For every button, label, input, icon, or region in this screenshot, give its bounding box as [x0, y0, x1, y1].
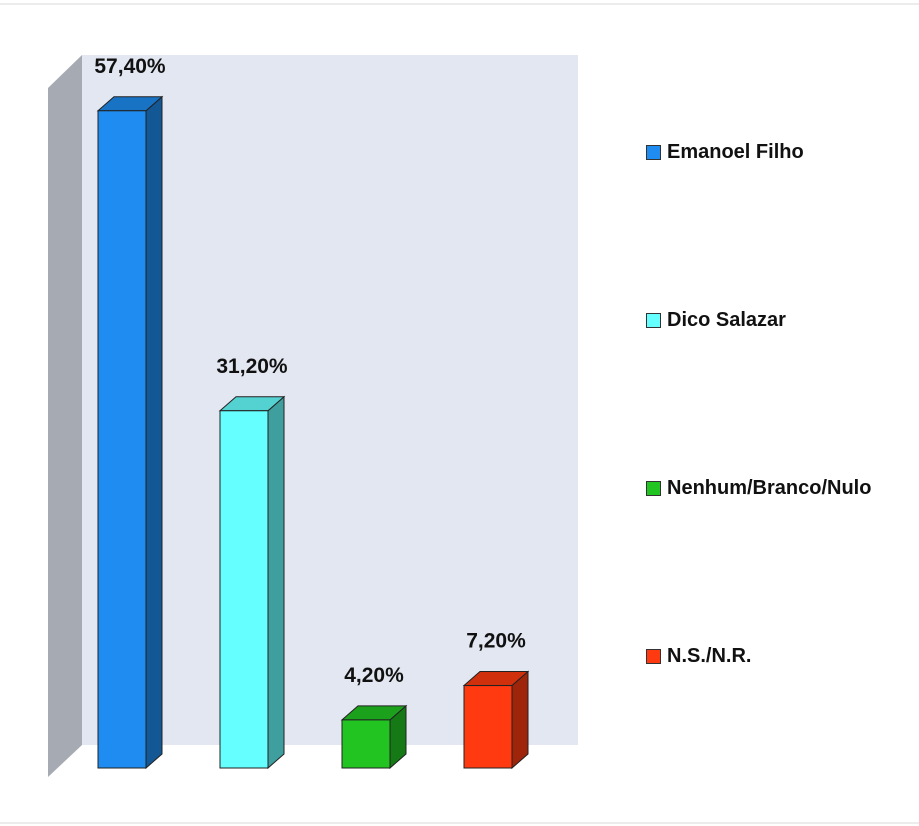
chart-side-wall: [48, 55, 82, 777]
legend-swatch: [646, 481, 661, 496]
top-divider: [0, 3, 919, 5]
bar-front: [97, 110, 147, 769]
chart-back-wall: [82, 55, 578, 745]
bar-front: [463, 685, 513, 769]
bars-group: 57,40% 31,20% 4,20% 7,20%: [94, 55, 530, 770]
plot-area: [48, 55, 578, 777]
legend-swatch: [646, 649, 661, 664]
bar-side: [145, 95, 163, 770]
legend-item-ns-nr: N.S./N.R.: [646, 644, 903, 668]
data-label: 7,20%: [466, 630, 526, 653]
legend-label: Emanoel Filho: [667, 141, 804, 163]
legend-swatch: [646, 313, 661, 328]
bar-side: [511, 670, 529, 770]
data-label: 57,40%: [94, 55, 166, 78]
bar-2: 31,20%: [216, 355, 288, 770]
bottom-divider: [0, 822, 919, 824]
legend-item-dico-salazar: Dico Salazar: [646, 308, 903, 332]
legend-label: N.S./N.R.: [667, 645, 752, 667]
bar-side: [267, 395, 285, 770]
legend-item-emanoel-filho: Emanoel Filho: [646, 140, 903, 164]
legend-label: Dico Salazar: [667, 309, 786, 331]
legend-item-nenhum-branco-nulo: Nenhum/Branco/Nulo: [646, 476, 903, 500]
data-label: 4,20%: [344, 664, 404, 687]
bar-3: 4,20%: [340, 664, 408, 770]
legend-swatch: [646, 145, 661, 160]
bar-front: [341, 719, 391, 769]
legend-label: Nenhum/Branco/Nulo: [667, 477, 872, 499]
bar-front: [219, 410, 269, 769]
data-label: 31,20%: [216, 355, 288, 378]
bar-1: 57,40%: [94, 55, 166, 770]
bar-4: 7,20%: [462, 630, 530, 770]
